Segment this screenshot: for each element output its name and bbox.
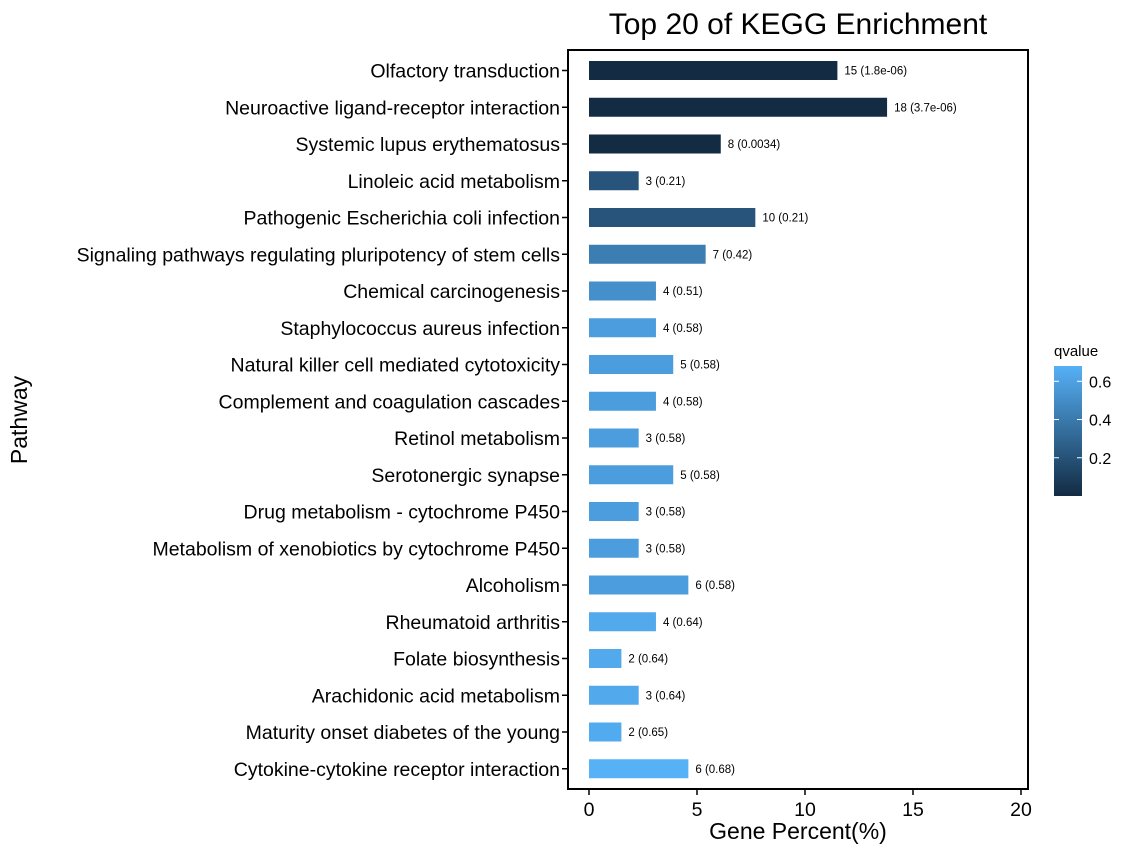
- y-tick-label: Cytokine-cytokine receptor interaction: [234, 759, 560, 781]
- y-tick-label: Serotonergic synapse: [371, 465, 560, 487]
- bar-value-label: 5 (0.58): [680, 470, 720, 482]
- x-tick-label: 10: [794, 799, 816, 821]
- bar: [589, 318, 656, 338]
- bar-value-label: 3 (0.21): [646, 176, 686, 188]
- x-tick-label: 20: [1010, 799, 1032, 821]
- bar: [589, 97, 888, 117]
- y-tick-label: Drug metabolism - cytochrome P450: [244, 502, 561, 524]
- y-tick-label: Arachidonic acid metabolism: [312, 685, 560, 707]
- y-tick-label: Retinol metabolism: [394, 428, 560, 450]
- legend-ticks-group: 0.2 0.4 0.6: [1054, 374, 1111, 468]
- y-tick-label: Rheumatoid arthritis: [386, 612, 561, 634]
- bar: [589, 208, 756, 227]
- bar-value-label: 4 (0.64): [663, 617, 703, 629]
- bar: [589, 685, 639, 705]
- bar-value-label: 5 (0.58): [680, 360, 720, 372]
- bar-value-label: 6 (0.58): [695, 580, 735, 592]
- bar: [589, 355, 674, 374]
- bar-value-label: 4 (0.51): [663, 286, 703, 298]
- bar: [589, 538, 639, 558]
- x-tick-label: 5: [692, 799, 703, 821]
- bar-value-label: 4 (0.58): [663, 396, 703, 408]
- legend-tick-label: 0.2: [1089, 451, 1111, 468]
- bar: [589, 428, 639, 448]
- legend-title: qvalue: [1054, 343, 1098, 360]
- bar: [589, 244, 706, 264]
- plot-panel: [567, 49, 1029, 790]
- bar-value-label: 15 (1.8e-06): [844, 66, 907, 78]
- legend-tick-label: 0.6: [1089, 374, 1111, 391]
- bar-value-label: 8 (0.0034): [728, 139, 781, 151]
- y-tick-label: Linoleic acid metabolism: [348, 171, 560, 193]
- legend-colorbar: [1054, 366, 1082, 496]
- bar: [589, 575, 689, 595]
- y-tick-label: Maturity onset diabetes of the young: [246, 722, 560, 744]
- bars-group: [589, 61, 888, 779]
- bar: [589, 649, 622, 668]
- y-tick-label: Pathogenic Escherichia coli infection: [243, 208, 560, 230]
- bar: [589, 722, 622, 742]
- bar-value-label: 3 (0.58): [646, 543, 686, 555]
- y-axis-label: Pathway: [6, 375, 32, 464]
- legend-tick-label: 0.4: [1089, 413, 1111, 430]
- y-tick-label: Alcoholism: [466, 575, 560, 597]
- y-tick-labels-group: Olfactory transduction Neuroactive ligand…: [77, 61, 568, 781]
- bar: [589, 502, 639, 521]
- bar: [589, 465, 674, 485]
- bar-value-label: 2 (0.64): [628, 654, 668, 666]
- y-tick-label: Folate biosynthesis: [393, 649, 560, 671]
- y-tick-label: Signaling pathways regulating pluripoten…: [77, 244, 561, 266]
- y-tick-label: Staphylococcus aureus infection: [280, 318, 560, 340]
- y-tick-label: Natural killer cell mediated cytotoxicit…: [231, 355, 561, 377]
- qvalue-legend: qvalue 0.2 0.4 0.6: [1054, 343, 1111, 496]
- y-tick-label: Chemical carcinogenesis: [343, 281, 560, 303]
- bar-value-label: 6 (0.68): [695, 764, 735, 776]
- bar-value-label: 2 (0.65): [628, 727, 668, 739]
- x-ticks-group: 0 5 10 15 20: [584, 789, 1032, 821]
- bar: [589, 171, 639, 191]
- y-tick-label: Neuroactive ligand-receptor interaction: [225, 97, 560, 119]
- y-tick-label: Complement and coagulation cascades: [219, 391, 561, 413]
- x-tick-label: 15: [902, 799, 924, 821]
- bar-value-label: 3 (0.58): [646, 507, 686, 519]
- bar: [589, 759, 689, 779]
- x-tick-label: 0: [584, 799, 595, 821]
- bar: [589, 281, 656, 301]
- bar: [589, 134, 721, 154]
- bar: [589, 61, 838, 80]
- bar: [589, 612, 656, 632]
- bar-value-label: 4 (0.58): [663, 323, 703, 335]
- y-tick-label: Systemic lupus erythematosus: [296, 134, 561, 156]
- chart-title: Top 20 of KEGG Enrichment: [609, 8, 988, 41]
- bar-labels-group: 15 (1.8e-06) 18 (3.7e-06) 8 (0.0034) 3 (0.2…: [628, 66, 956, 776]
- bar-value-label: 7 (0.42): [713, 249, 753, 261]
- bar: [589, 391, 656, 411]
- bar-value-label: 3 (0.64): [646, 690, 686, 702]
- y-tick-label: Olfactory transduction: [370, 61, 560, 83]
- bar-value-label: 18 (3.7e-06): [894, 102, 957, 114]
- bar-value-label: 10 (0.21): [762, 213, 808, 225]
- y-tick-label: Metabolism of xenobiotics by cytochrome …: [152, 538, 560, 560]
- bar-value-label: 3 (0.58): [646, 433, 686, 445]
- x-axis-label: Gene Percent(%): [709, 818, 887, 844]
